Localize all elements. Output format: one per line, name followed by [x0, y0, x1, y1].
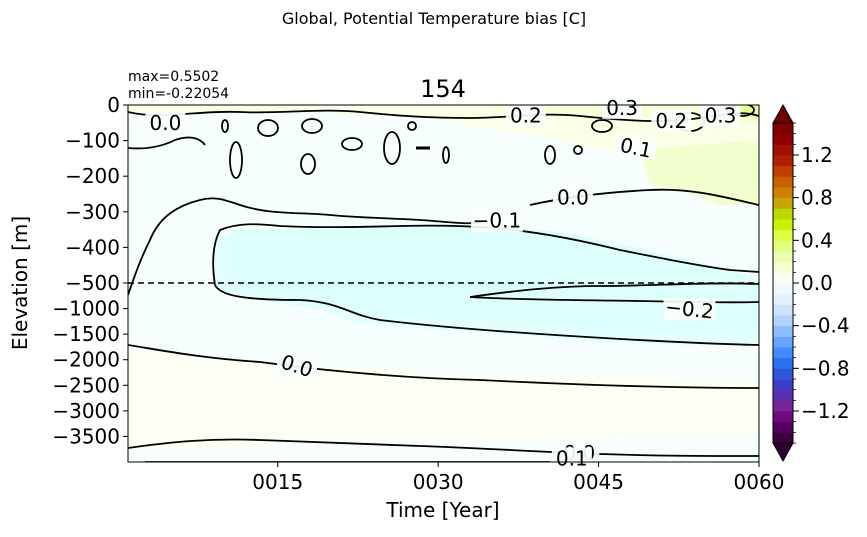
contour-label: −0.2 [664, 295, 715, 324]
contour-label-bg [552, 186, 593, 209]
y-tick-label: −1000 [52, 297, 120, 321]
x-tick-label: 0060 [734, 470, 785, 494]
y-axis-label: Elevation [m] [8, 216, 32, 350]
colorbar-band [773, 229, 793, 241]
colorbar-band [773, 208, 793, 220]
chart-title: 154 [420, 75, 466, 103]
colorbar-band [773, 283, 793, 295]
x-axis: 0015 0030 0045 0060 [252, 462, 784, 494]
contour-label-bg [145, 111, 186, 134]
y-tick-label: −100 [65, 129, 120, 153]
colorbar-band [773, 176, 793, 188]
y-tick-label: −2500 [52, 373, 120, 397]
contour-label: 0.0 [150, 111, 182, 135]
contour-label: 0.3 [606, 96, 638, 120]
stat-min: min=-0.22054 [128, 86, 229, 102]
contour-label-bg [276, 354, 317, 377]
contour-label-bg [616, 136, 657, 159]
stat-max: max=0.5502 [128, 69, 219, 85]
colorbar-tick-label: 0.0 [801, 271, 833, 295]
colorbar-band [773, 357, 793, 369]
x-axis-label: Time [Year] [385, 498, 499, 522]
colorbar-band [773, 123, 793, 135]
colorbar-band [773, 261, 793, 273]
colorbar-band [773, 400, 793, 412]
colorbar-band [773, 389, 793, 401]
y-tick-label: −3500 [52, 424, 120, 448]
colorbar-band [773, 240, 793, 252]
x-tick-label: 0015 [252, 470, 303, 494]
colorbar-band [773, 133, 793, 145]
contour-lines [128, 105, 759, 462]
colorbar-band [773, 304, 793, 316]
colorbar-band [773, 251, 793, 263]
colorbar-band [773, 411, 793, 423]
contour-label-bg [602, 96, 643, 119]
contour-label-bg [700, 104, 741, 127]
y-tick-label: −3000 [52, 399, 120, 423]
contour-label: −0.1 [473, 209, 522, 233]
y-tick-label: −200 [65, 164, 120, 188]
colorbar: 1.2 0.8 0.4 0.0 −0.4 −0.8 −1.2 [772, 103, 850, 463]
colorbar-extend-max [772, 103, 794, 124]
colorbar-tick-label: 0.8 [801, 186, 833, 210]
contour-label: 0.1 [556, 446, 588, 470]
colorbar-band [773, 347, 793, 359]
contour-label: 0.2 [655, 109, 687, 133]
colorbar-tick-label: 0.4 [801, 228, 833, 252]
colorbar-extend-min [772, 442, 794, 463]
colorbar-band [773, 336, 793, 348]
contour-label-bg [651, 110, 692, 133]
colorbar-tick-label: −0.4 [801, 314, 850, 338]
colorbar-band [773, 197, 793, 209]
colorbar-band [773, 144, 793, 156]
colorbar-band [773, 219, 793, 231]
colorbar-band [773, 272, 793, 284]
contour-labels: 0.00.20.30.20.30.10.0−0.1−0.20.00.00.1 [145, 96, 741, 470]
colorbar-band [773, 432, 793, 444]
colorbar-band [773, 421, 793, 433]
colorbar-band [773, 155, 793, 167]
colorbar-band [773, 325, 793, 337]
colorbar-band [773, 165, 793, 177]
y-tick-label: 0 [107, 93, 120, 117]
colorbar-tick-label: −1.2 [801, 399, 850, 423]
colorbar-band [773, 379, 793, 391]
chart-suptitle: Global, Potential Temperature bias [C] [282, 9, 586, 28]
colorbar-band [773, 293, 793, 305]
x-tick-label: 0045 [573, 470, 624, 494]
y-tick-label: −400 [65, 235, 120, 259]
contour-label-bg [551, 447, 592, 470]
colorbar-band [773, 315, 793, 327]
y-tick-label: −500 [65, 271, 120, 295]
colorbar-band [773, 187, 793, 199]
y-tick-label: −1500 [52, 322, 120, 346]
contour-label: 0.2 [510, 104, 542, 128]
contour-label: 0.3 [705, 104, 737, 128]
colorbar-tick-label: 1.2 [801, 143, 833, 167]
colorbar-tick-label: −0.8 [801, 356, 850, 380]
x-tick-label: 0030 [413, 470, 464, 494]
colorbar-band [773, 368, 793, 380]
contour-label-bg [663, 298, 716, 321]
y-tick-label: −300 [65, 200, 120, 224]
contour-label-bg [505, 104, 546, 127]
y-axis: 0 −100 −200 −300 −400 −500−1000−1500−2000−250… [52, 93, 128, 448]
contour-label-bg [470, 209, 523, 232]
contour-label: 0.0 [557, 186, 589, 210]
y-tick-label: −2000 [52, 348, 120, 372]
